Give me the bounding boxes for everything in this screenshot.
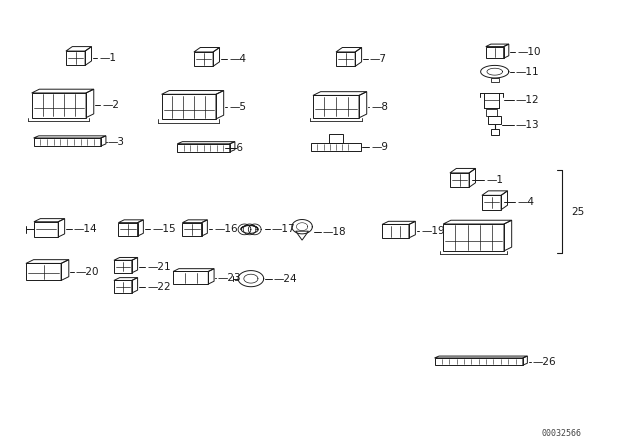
- Text: —14: —14: [74, 224, 97, 234]
- Text: —26: —26: [532, 357, 556, 366]
- Text: —15: —15: [152, 224, 176, 234]
- Text: —1: —1: [486, 175, 504, 185]
- Text: —16: —16: [214, 224, 238, 234]
- Text: —23: —23: [218, 273, 241, 283]
- Text: —12: —12: [516, 95, 540, 105]
- Bar: [488, 116, 501, 124]
- Text: —13: —13: [516, 121, 540, 130]
- Text: —10: —10: [517, 47, 541, 57]
- Text: —7: —7: [370, 54, 387, 64]
- Text: —17: —17: [272, 224, 296, 234]
- Text: —24: —24: [274, 274, 298, 284]
- Bar: [491, 129, 499, 135]
- Text: —5: —5: [229, 102, 246, 112]
- Text: 25: 25: [571, 207, 584, 217]
- Text: —18: —18: [323, 227, 346, 237]
- Text: —8: —8: [371, 102, 388, 112]
- Text: —11: —11: [516, 67, 540, 77]
- Text: —6: —6: [227, 143, 244, 153]
- Bar: [486, 109, 497, 116]
- Text: —22: —22: [147, 282, 171, 292]
- Bar: [491, 78, 499, 82]
- Text: —20: —20: [76, 267, 99, 277]
- Text: —4: —4: [517, 198, 534, 207]
- Text: —1: —1: [99, 53, 116, 63]
- Text: —9: —9: [371, 142, 388, 152]
- Text: —21: —21: [147, 262, 171, 271]
- Text: —2: —2: [102, 100, 120, 110]
- Text: 00032566: 00032566: [542, 429, 582, 438]
- Text: —3: —3: [108, 137, 125, 147]
- Text: —4: —4: [229, 54, 246, 64]
- Text: —19: —19: [421, 226, 445, 236]
